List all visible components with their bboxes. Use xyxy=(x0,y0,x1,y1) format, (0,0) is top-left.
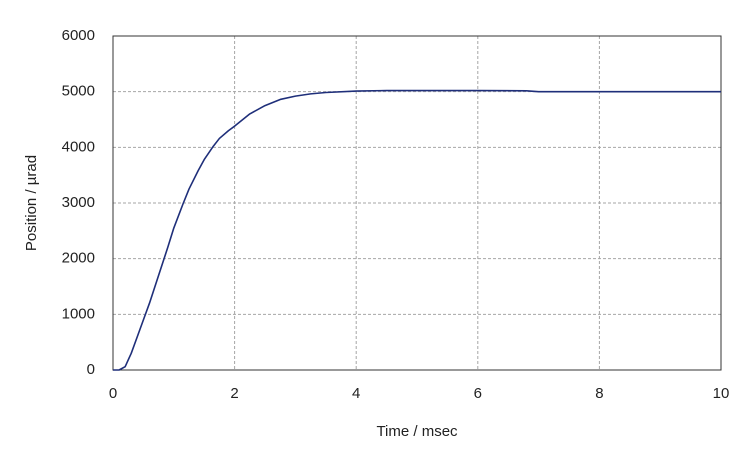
y-tick-label: 4000 xyxy=(62,138,95,155)
plot-frame xyxy=(112,35,722,371)
x-tick-label: 8 xyxy=(595,385,603,402)
x-tick-label: 6 xyxy=(474,385,482,402)
x-tick-label: 2 xyxy=(230,385,238,402)
x-tick-label: 4 xyxy=(352,385,360,402)
x-tick-label: 0 xyxy=(109,385,117,402)
x-tick-label: 10 xyxy=(713,385,730,402)
y-tick-label: 6000 xyxy=(62,27,95,44)
x-axis-label: Time / msec xyxy=(376,423,458,440)
y-axis-label: Position / µrad xyxy=(23,155,40,251)
y-tick-label: 0 xyxy=(87,361,95,378)
y-tick-label: 1000 xyxy=(62,305,95,322)
y-tick-label: 2000 xyxy=(62,250,95,267)
y-tick-label: 5000 xyxy=(62,83,95,100)
y-tick-label: 3000 xyxy=(62,194,95,211)
data-line xyxy=(113,89,721,371)
